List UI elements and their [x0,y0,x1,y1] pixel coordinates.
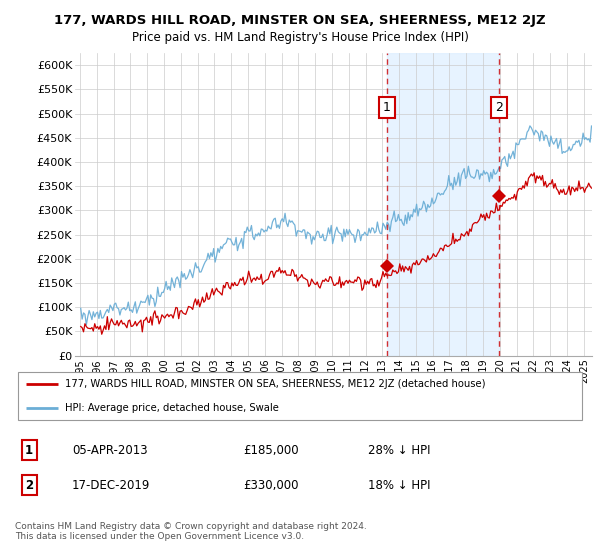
Text: Price paid vs. HM Land Registry's House Price Index (HPI): Price paid vs. HM Land Registry's House … [131,31,469,44]
Text: 177, WARDS HILL ROAD, MINSTER ON SEA, SHEERNESS, ME12 2JZ: 177, WARDS HILL ROAD, MINSTER ON SEA, SH… [54,14,546,27]
Text: 2: 2 [495,101,503,114]
Text: 17-DEC-2019: 17-DEC-2019 [72,478,151,492]
Text: 05-APR-2013: 05-APR-2013 [72,444,148,457]
Text: 1: 1 [383,101,391,114]
FancyBboxPatch shape [18,372,582,420]
Text: 28% ↓ HPI: 28% ↓ HPI [368,444,431,457]
Text: Contains HM Land Registry data © Crown copyright and database right 2024.
This d: Contains HM Land Registry data © Crown c… [15,522,367,542]
Bar [387,53,499,356]
Text: HPI: Average price, detached house, Swale: HPI: Average price, detached house, Swal… [65,403,279,413]
Text: £185,000: £185,000 [243,444,299,457]
Text: 18% ↓ HPI: 18% ↓ HPI [368,478,431,492]
Text: 2: 2 [25,478,34,492]
Text: 1: 1 [25,444,34,457]
Text: £330,000: £330,000 [243,478,299,492]
Text: 177, WARDS HILL ROAD, MINSTER ON SEA, SHEERNESS, ME12 2JZ (detached house): 177, WARDS HILL ROAD, MINSTER ON SEA, SH… [65,380,485,390]
